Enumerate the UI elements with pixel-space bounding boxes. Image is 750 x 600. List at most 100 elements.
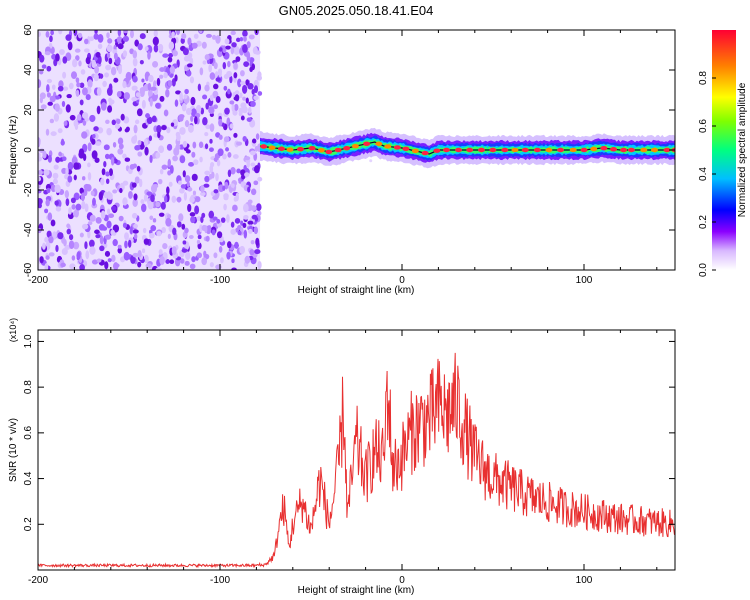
x-tick-label: -200 bbox=[28, 275, 48, 286]
noise-blob bbox=[249, 249, 255, 256]
noise-blob bbox=[166, 143, 173, 151]
noise-blob bbox=[250, 239, 255, 245]
noise-blob bbox=[250, 188, 257, 196]
noise-blob bbox=[156, 230, 162, 237]
noise-blob bbox=[58, 151, 62, 157]
noise-blob bbox=[110, 66, 117, 76]
noise-blob bbox=[93, 73, 99, 82]
noise-blob bbox=[158, 178, 163, 185]
noise-blob bbox=[74, 48, 81, 53]
noise-blob bbox=[212, 216, 218, 221]
y-tick-label: 0.4 bbox=[23, 471, 34, 485]
colorbar-ticks: 0.0 0.2 0.4 0.6 0.8 bbox=[698, 71, 716, 277]
noise-blob bbox=[137, 43, 143, 51]
noise-blob bbox=[49, 118, 55, 124]
ridge-peak bbox=[317, 148, 325, 153]
noise-blob bbox=[218, 118, 223, 127]
noise-blob bbox=[151, 115, 157, 123]
noise-blob bbox=[222, 61, 227, 70]
noise-blob bbox=[169, 165, 174, 174]
ridge-peak bbox=[442, 147, 450, 153]
noise-blob bbox=[51, 84, 56, 90]
noise-blob bbox=[231, 42, 237, 48]
noise-blob bbox=[163, 72, 168, 79]
noise-blob bbox=[180, 258, 185, 264]
noise-blob bbox=[87, 142, 92, 152]
noise-blob bbox=[161, 227, 167, 234]
noise-blob bbox=[246, 160, 251, 168]
ridge-peak bbox=[402, 146, 410, 152]
noise-blob bbox=[106, 220, 112, 229]
ridge-peak bbox=[650, 147, 658, 153]
noise-blob bbox=[257, 210, 262, 216]
noise-blob bbox=[257, 91, 263, 96]
ridge-peak bbox=[557, 147, 565, 153]
noise-blob bbox=[193, 33, 199, 39]
noise-blob bbox=[257, 260, 262, 270]
noise-blob bbox=[205, 102, 209, 110]
noise-blob bbox=[91, 150, 98, 160]
noise-blob bbox=[182, 140, 188, 148]
noise-blob bbox=[242, 135, 247, 142]
noise-blob bbox=[58, 30, 63, 35]
noise-blob bbox=[132, 57, 138, 67]
noise-blob bbox=[230, 183, 235, 188]
noise-blob bbox=[233, 196, 238, 202]
noise-blob bbox=[144, 74, 149, 82]
noise-blob bbox=[147, 200, 154, 210]
noise-blob bbox=[61, 247, 68, 256]
noise-blob bbox=[81, 200, 86, 210]
noise-blob bbox=[100, 210, 106, 220]
noise-blob bbox=[94, 229, 100, 235]
noise-blob bbox=[196, 252, 203, 259]
noise-blob bbox=[54, 184, 61, 193]
noise-blob bbox=[222, 153, 227, 160]
noise-blob bbox=[240, 70, 245, 77]
noise-blob bbox=[81, 112, 89, 120]
noise-blob bbox=[187, 187, 193, 192]
noise-blob bbox=[163, 109, 169, 117]
noise-blob bbox=[49, 35, 53, 43]
noise-blob bbox=[104, 72, 109, 78]
noise-blob bbox=[233, 72, 238, 79]
noise-blob bbox=[217, 148, 224, 157]
noise-blob bbox=[38, 137, 41, 147]
noise-blob bbox=[68, 234, 74, 241]
noise-blob bbox=[131, 96, 138, 102]
faint-dot bbox=[369, 159, 373, 163]
noise-blob bbox=[148, 74, 154, 83]
ridge-peak bbox=[590, 146, 598, 152]
noise-blob bbox=[38, 227, 42, 234]
spectrogram-x-label: Height of straight line (km) bbox=[298, 285, 415, 296]
noise-blob bbox=[209, 138, 213, 144]
noise-blob bbox=[202, 60, 207, 65]
noise-blob bbox=[234, 217, 241, 224]
noise-blob bbox=[231, 267, 237, 270]
noise-blob bbox=[164, 195, 168, 203]
noise-blob bbox=[243, 229, 248, 239]
noise-blob bbox=[112, 141, 117, 148]
noise-blob bbox=[124, 232, 129, 241]
noise-blob bbox=[107, 213, 115, 218]
noise-blob bbox=[77, 32, 83, 39]
noise-blob bbox=[159, 168, 164, 175]
noise-blob bbox=[227, 60, 231, 68]
noise-blob bbox=[68, 207, 72, 215]
noise-blob bbox=[169, 259, 175, 265]
noise-blob bbox=[247, 220, 254, 225]
noise-blob bbox=[149, 215, 154, 221]
noise-blob bbox=[209, 72, 216, 80]
snr-x-ticks: -200 -100 0 100 bbox=[28, 330, 658, 586]
ridge-peak bbox=[477, 147, 485, 153]
noise-blob bbox=[91, 59, 97, 69]
noise-blob bbox=[46, 78, 53, 84]
ridge-peak bbox=[308, 146, 316, 151]
noise-blob bbox=[196, 239, 201, 245]
noise-blob bbox=[186, 70, 192, 77]
noise-blob bbox=[246, 117, 252, 122]
noise-blob bbox=[194, 205, 200, 215]
noise-blob bbox=[127, 239, 132, 248]
y-tick-label: 0.2 bbox=[23, 517, 34, 531]
noise-blob bbox=[89, 214, 96, 222]
noise-blob bbox=[100, 102, 107, 111]
